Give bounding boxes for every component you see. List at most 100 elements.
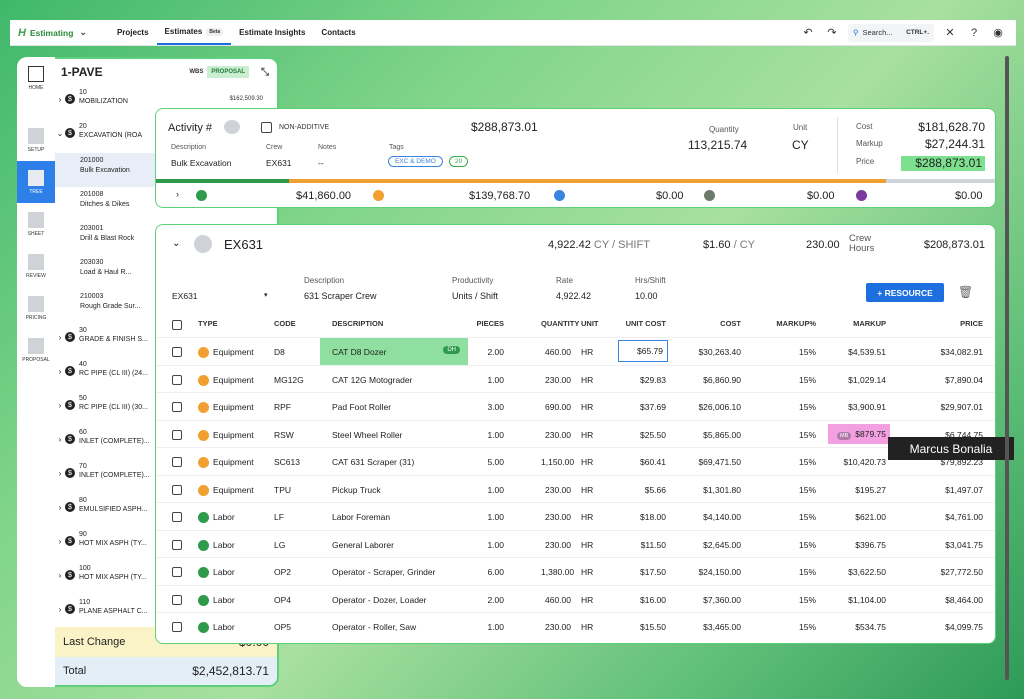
table-row[interactable]: Labor LG General Laborer 1.00 230.00 HR $11.50… (156, 529, 995, 558)
table-row[interactable]: Equipment SC613 CAT 631 Scraper (31) 5.00 1,… (156, 447, 995, 475)
cell-unit[interactable]: HR (581, 429, 594, 440)
cell-quantity[interactable]: 230.00 (545, 539, 571, 550)
tag-chip[interactable]: EXC & DEMO (388, 156, 443, 167)
cell-description[interactable]: Steel Wheel Roller (332, 429, 403, 440)
cell-quantity[interactable]: 230.00 (545, 484, 571, 495)
nav-estimates[interactable]: Estimates Beta (156, 20, 232, 45)
rail-setup[interactable]: SETUP (17, 119, 55, 161)
cell-quantity[interactable]: 690.00 (545, 402, 571, 412)
cell-pieces[interactable]: 1.00 (487, 622, 504, 632)
chevron-down-icon[interactable]: ⌄ (79, 27, 87, 37)
rail-pricing[interactable]: PRICING (17, 287, 55, 329)
cell-type[interactable]: Labor (198, 622, 235, 634)
cell-price[interactable]: $79,892.23 (940, 457, 983, 467)
row-checkbox[interactable] (172, 457, 182, 467)
cell-quantity[interactable]: 460.00 (545, 347, 571, 357)
unit-value[interactable]: CY (792, 138, 809, 152)
cell-unit-cost[interactable]: $17.50 (640, 567, 666, 577)
cell-description[interactable]: General Laborer (332, 539, 394, 550)
cell-unit-cost[interactable]: $18.00 (640, 512, 666, 522)
cell-description[interactable]: Pad Foot Roller (332, 402, 392, 412)
tree-expand-icon[interactable]: › (58, 571, 62, 580)
table-row[interactable]: Equipment RSW Steel Wheel Roller 1.00 230.00… (156, 419, 995, 448)
cell-markup[interactable]: MB $879.75 (828, 423, 890, 444)
cell-pieces[interactable]: 6.00 (487, 567, 504, 577)
table-row[interactable]: Labor OP5 Operator - Roller, Saw 1.00 230.00… (156, 612, 995, 640)
cell-unit-cost[interactable]: $29.83 (640, 374, 666, 385)
tree-item[interactable]: › $60 INLET (COMPLETE)... (55, 425, 277, 459)
cell-code[interactable]: RPF (274, 402, 291, 412)
add-resource-button[interactable]: + RESOURCE (866, 283, 944, 302)
row-checkbox[interactable] (172, 594, 182, 605)
user-icon[interactable]: ◉ (993, 27, 1003, 39)
collapse-chevron-icon[interactable]: ⌄ (172, 238, 181, 249)
cell-description[interactable]: CAT 12G Motograder (332, 374, 413, 385)
cell-unit-cost[interactable]: $37.69 (640, 402, 666, 412)
row-checkbox[interactable] (172, 402, 182, 412)
table-row[interactable]: Equipment D8 CAT D8 Dozer DH 2.00 460.00 HR $65… (156, 337, 995, 365)
cell-type[interactable]: Labor (198, 540, 235, 551)
rail-review[interactable]: REVIEW (17, 245, 55, 287)
rail-tree[interactable]: TREE (17, 161, 55, 203)
tree-item[interactable]: › $30 GRADE & FINISH S... (55, 323, 277, 357)
wbs-toggle[interactable]: WBS (189, 69, 204, 75)
cell-markup-[interactable]: 15% (798, 594, 816, 605)
table-row[interactable]: Equipment RPF Pad Foot Roller 3.00 690.00 HR $… (156, 392, 995, 420)
cell-price[interactable]: $7,890.04 (945, 374, 983, 385)
cell-code[interactable]: MG12G (274, 374, 304, 385)
cell-markup-[interactable]: 15% (798, 429, 816, 440)
cell-type[interactable]: Equipment (198, 375, 254, 386)
tree-item[interactable]: › $40 RC PIPE (CL III) (24... (55, 357, 277, 391)
cell-unit[interactable]: HR (581, 402, 594, 412)
tree-expand-icon[interactable]: › (58, 401, 62, 410)
cell-price[interactable]: $3,041.75 (945, 539, 983, 550)
tree-expand-icon[interactable]: › (58, 367, 62, 376)
cell-code[interactable]: OP5 (274, 622, 292, 632)
cell-price[interactable]: $8,464.00 (945, 594, 983, 605)
cell-cost[interactable]: $30,263.40 (698, 347, 741, 357)
non-additive-checkbox[interactable] (261, 122, 272, 133)
cell-pieces[interactable]: 1.00 (487, 429, 504, 440)
cell-unit-cost[interactable]: $15.50 (640, 622, 666, 632)
table-row[interactable]: Equipment MG12G CAT 12G Motograder 1.00 230.… (156, 364, 995, 393)
cell-markup-[interactable]: 15% (798, 622, 816, 632)
tree-item[interactable]: › $50 RC PIPE (CL III) (30... (55, 391, 277, 425)
cell-unit[interactable]: HR (581, 539, 594, 550)
rail-sheet[interactable]: SHEET (17, 203, 55, 245)
cell-cost[interactable]: $26,006.10 (698, 402, 741, 412)
rate-value[interactable]: 4,922.42 (556, 291, 592, 301)
cell-markup[interactable]: $396.75 (855, 539, 886, 550)
cell-cost[interactable]: $6,860.90 (703, 374, 741, 385)
cell-code[interactable]: LF (274, 512, 284, 522)
help-icon[interactable]: ? (970, 26, 978, 39)
cell-quantity[interactable]: 230.00 (545, 374, 571, 385)
cell-type[interactable]: Labor (198, 567, 235, 579)
cell-description[interactable]: Operator - Scraper, Grinder (332, 567, 436, 577)
cell-unit[interactable]: HR (581, 622, 594, 632)
row-checkbox[interactable] (172, 484, 182, 495)
tree-item[interactable]: › $70 INLET (COMPLETE)... (55, 459, 277, 493)
cell-markup-[interactable]: 15% (798, 347, 816, 357)
tools-icon[interactable]: ✕ (945, 27, 955, 39)
row-checkbox[interactable] (172, 567, 182, 577)
cell-markup[interactable]: $3,622.50 (848, 567, 886, 577)
tree-expand-icon[interactable]: › (58, 605, 62, 614)
cell-unit[interactable]: HR (581, 347, 594, 357)
cell-cost[interactable]: $1,301.80 (703, 484, 741, 495)
column-header[interactable]: UNIT (581, 319, 599, 328)
tree-item[interactable]: › $100 HOT MIX ASPH (TY... (55, 561, 277, 595)
tree-item[interactable]: › $90 HOT MIX ASPH (TY... (55, 527, 277, 561)
cell-type[interactable]: Equipment (198, 402, 254, 414)
cell-cost[interactable]: $3,465.00 (703, 622, 741, 632)
cell-pieces[interactable]: 1.00 (487, 374, 504, 385)
productivity-value[interactable]: Units / Shift (452, 291, 499, 301)
cell-price[interactable]: $4,099.75 (945, 622, 983, 632)
row-checkbox[interactable] (172, 429, 182, 440)
cell-markup[interactable]: $1,029.14 (848, 374, 886, 385)
cell-unit[interactable]: HR (581, 567, 594, 577)
nav-contacts[interactable]: Contacts (321, 28, 356, 37)
cell-description[interactable]: CAT 631 Scraper (31) (332, 457, 415, 467)
cell-price[interactable]: $1,497.07 (945, 484, 983, 495)
cell-price[interactable]: $29,907.01 (940, 402, 983, 412)
cell-markup-[interactable]: 15% (798, 484, 816, 495)
